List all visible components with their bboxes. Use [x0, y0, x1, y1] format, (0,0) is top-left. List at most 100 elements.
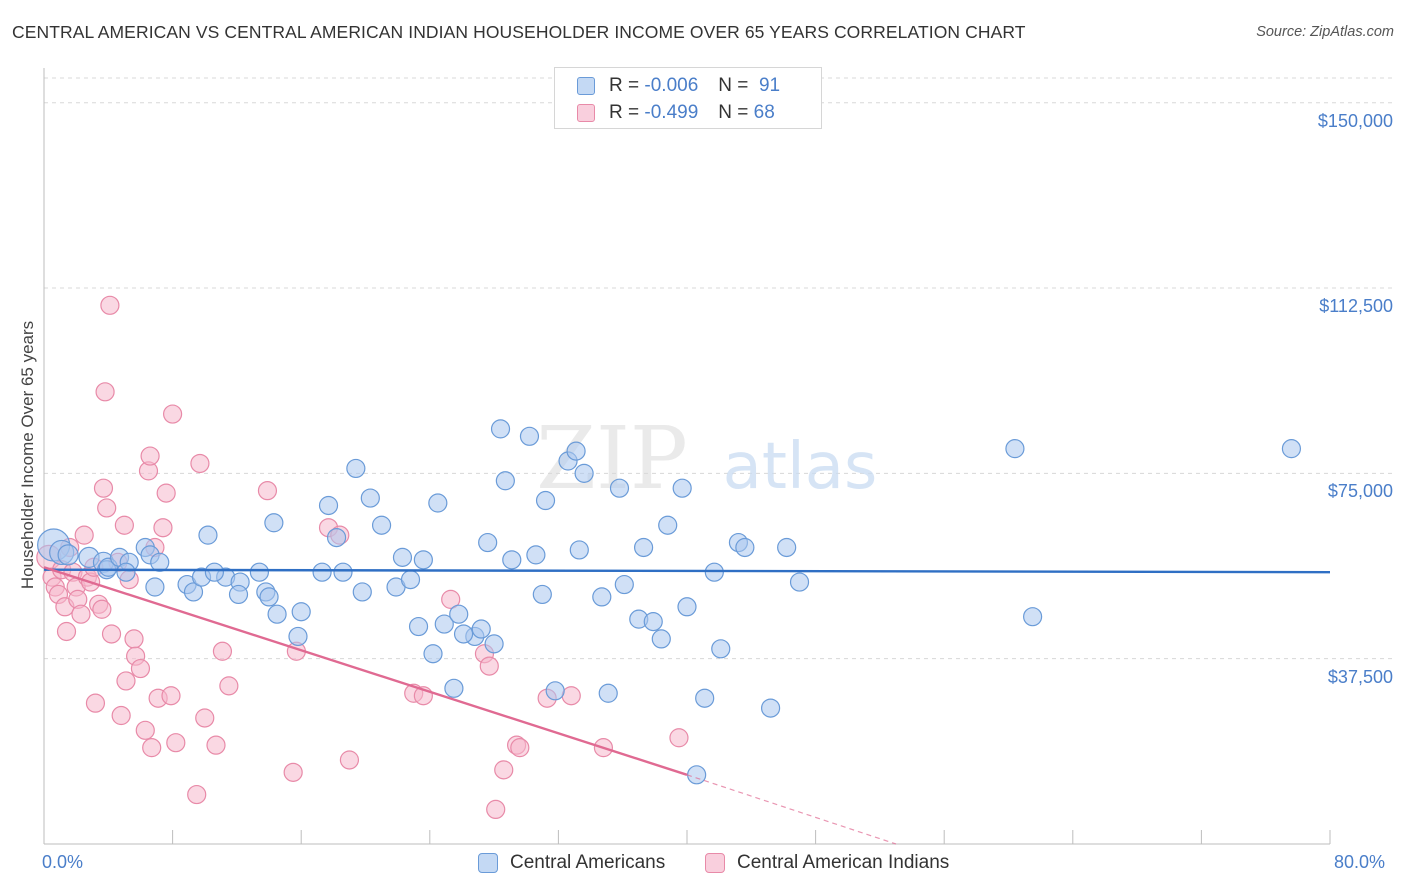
legend-row-central-americans: R = -0.006 N = 91: [577, 73, 780, 99]
point-central-american: [592, 587, 612, 607]
point-central-american-indian: [74, 525, 94, 545]
blue-swatch: [577, 77, 595, 95]
point-central-american: [428, 493, 448, 513]
point-central-american: [502, 550, 522, 570]
correlation-legend: R = -0.006 N = 91 R = -0.499 N = 68: [554, 67, 822, 129]
point-central-american: [198, 525, 218, 545]
point-central-american-indian: [494, 760, 514, 780]
point-central-american: [444, 678, 464, 698]
n-label: N =: [718, 75, 749, 96]
point-central-american-indian: [206, 735, 226, 755]
point-central-american-indian: [190, 453, 210, 474]
point-central-american-indian: [479, 656, 499, 676]
legend-row-central-american-indians: R = -0.499 N = 68: [577, 100, 775, 126]
point-central-american: [484, 634, 504, 654]
point-central-american: [777, 537, 797, 558]
n-label: N =: [718, 102, 749, 123]
point-central-american: [392, 547, 413, 567]
chart-title: CENTRAL AMERICAN VS CENTRAL AMERICAN IND…: [12, 22, 1026, 42]
point-central-american: [687, 765, 707, 785]
point-central-american: [326, 527, 347, 548]
point-central-american: [614, 574, 634, 595]
axes: [43, 68, 1331, 845]
point-central-american: [145, 577, 165, 597]
point-central-american: [423, 644, 443, 664]
point-central-american-indian: [140, 446, 160, 466]
point-central-american-indian: [124, 629, 144, 649]
x-tick-label-max: 80.0%: [1334, 852, 1386, 872]
point-central-american: [545, 681, 565, 701]
point-central-american: [471, 619, 491, 639]
point-central-american-indian: [161, 686, 181, 706]
point-central-american: [566, 441, 586, 461]
point-central-american-indian: [339, 750, 360, 770]
point-central-american-indian: [130, 658, 151, 679]
n-value: 91: [758, 75, 781, 96]
point-central-american: [360, 488, 380, 508]
y-tick-label: $75,000: [1327, 481, 1393, 502]
point-central-american: [519, 426, 540, 446]
point-central-american: [183, 582, 204, 602]
point-central-american: [695, 688, 715, 708]
y-axis-title: Householder Income Over 65 years: [18, 320, 37, 590]
trend-central-american-indians: [43, 566, 688, 776]
point-central-american-indian: [283, 762, 303, 782]
pink-swatch: [577, 104, 595, 122]
pink-swatch: [705, 853, 725, 873]
point-central-american: [346, 458, 366, 479]
point-central-american-indian: [669, 728, 689, 748]
x-tick-label-min: 0.0%: [42, 852, 84, 872]
point-central-american-indian: [441, 589, 461, 609]
y-tick-label: $112,500: [1319, 296, 1393, 317]
point-central-american: [609, 478, 630, 498]
point-central-american: [598, 683, 618, 703]
point-central-american-indian: [219, 676, 239, 696]
point-central-american: [264, 513, 284, 533]
trend-lines: [43, 566, 1331, 845]
legend-item-central-americans[interactable]: Central Americans: [478, 852, 665, 874]
legend-item-central-american-indians[interactable]: Central American Indians: [705, 852, 949, 874]
series-central-americans: [37, 419, 1302, 785]
point-central-american: [288, 626, 308, 647]
point-central-american: [291, 602, 311, 622]
point-central-american-indian: [116, 671, 136, 691]
point-central-american-indian: [92, 599, 112, 619]
point-central-american: [228, 584, 249, 605]
point-central-american-indian: [101, 624, 122, 644]
point-central-american-indian: [100, 295, 120, 315]
point-central-american-indian: [135, 720, 155, 740]
point-central-american: [490, 419, 511, 439]
point-central-american: [408, 616, 429, 637]
point-central-american-indian: [163, 404, 183, 424]
point-central-american: [532, 584, 552, 605]
point-central-american-indian: [142, 738, 162, 758]
point-central-american: [267, 604, 287, 624]
point-central-american-indian: [187, 784, 207, 805]
point-central-american: [352, 582, 372, 602]
point-central-american: [574, 463, 594, 483]
blue-swatch: [478, 853, 498, 873]
y-tick-label: $37,500: [1327, 666, 1393, 687]
point-central-american: [633, 537, 654, 558]
point-central-american-indian: [156, 483, 176, 503]
point-central-american: [249, 562, 270, 582]
point-central-american: [1023, 607, 1043, 627]
point-central-american: [711, 639, 731, 659]
point-central-american-indian: [114, 515, 134, 535]
point-central-american: [735, 537, 755, 558]
point-central-american: [434, 614, 454, 634]
series-legend: Central Americans Central American India…: [0, 852, 1406, 878]
r-value: -0.499: [644, 102, 699, 123]
point-central-american: [116, 562, 136, 582]
point-central-american: [453, 624, 474, 644]
point-central-american: [658, 515, 678, 535]
r-label: R =: [609, 75, 640, 96]
point-central-american-indian: [93, 478, 114, 498]
point-central-american: [57, 544, 79, 566]
point-central-american-indian: [561, 686, 581, 706]
point-central-american: [1005, 439, 1025, 459]
point-central-american: [495, 471, 515, 491]
point-central-american: [333, 562, 353, 582]
point-central-american: [760, 698, 781, 718]
